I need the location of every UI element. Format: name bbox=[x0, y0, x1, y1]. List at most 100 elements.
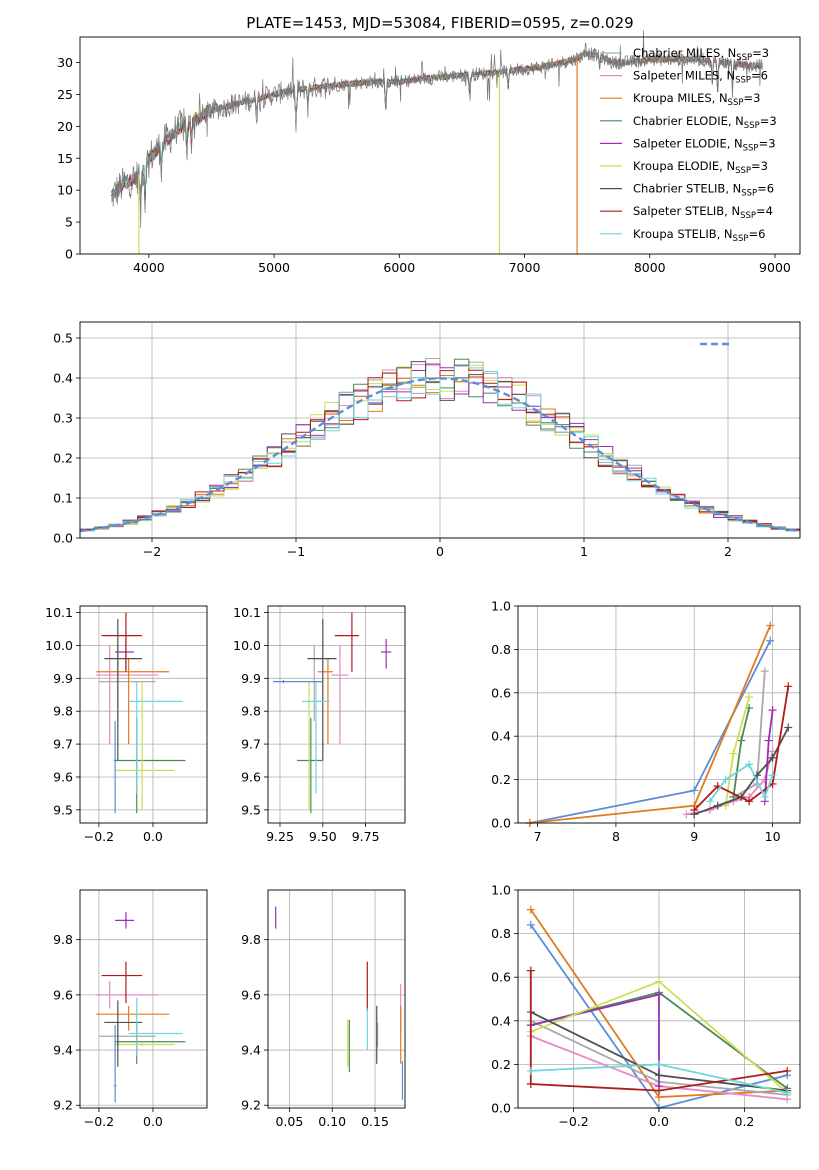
plot-frame bbox=[517, 605, 801, 824]
weight-marker bbox=[705, 797, 714, 806]
x-tick-label: 8000 bbox=[634, 260, 666, 275]
x-tick-label: 6000 bbox=[383, 260, 415, 275]
weight-marker bbox=[760, 775, 769, 784]
x-tick-label: 7 bbox=[534, 829, 542, 844]
weight-line bbox=[693, 686, 790, 811]
x-tick-label: 2 bbox=[724, 544, 732, 559]
weight-line bbox=[693, 727, 790, 816]
legend-label: Kroupa STELIB, NSSP=6 bbox=[633, 227, 765, 244]
y-tick-label: 0.8 bbox=[491, 926, 511, 941]
weight-marker bbox=[690, 786, 699, 795]
y-tick-label: 9.9 bbox=[241, 671, 261, 686]
weight-marker bbox=[655, 1060, 663, 1069]
weight-marker bbox=[766, 636, 775, 645]
x-tick-label: 0.05 bbox=[275, 1114, 303, 1129]
y-tick-label: 9.8 bbox=[241, 932, 261, 947]
y-tick-label: 10.0 bbox=[233, 638, 261, 653]
x-tick-label: 9 bbox=[690, 829, 698, 844]
y-tick-label: 0.0 bbox=[491, 1101, 511, 1116]
x-tick-label: 9000 bbox=[759, 260, 791, 275]
y-tick-label: 0.4 bbox=[53, 371, 73, 386]
weight-marker bbox=[768, 771, 777, 780]
weight-marker bbox=[764, 736, 773, 745]
y-tick-label: 9.8 bbox=[53, 704, 73, 719]
weight-marker bbox=[729, 749, 738, 758]
y-tick-label: 0.6 bbox=[491, 970, 511, 985]
weight-marker bbox=[760, 667, 769, 676]
x-tick-label: 4000 bbox=[133, 260, 165, 275]
y-tick-label: 0.2 bbox=[53, 451, 73, 466]
weight-marker bbox=[783, 1088, 792, 1097]
y-tick-label: 0.3 bbox=[53, 411, 73, 426]
y-tick-label: 0.0 bbox=[53, 531, 73, 546]
plot-frame bbox=[79, 321, 801, 539]
weight-marker bbox=[526, 966, 535, 975]
y-tick-label: 9.7 bbox=[53, 737, 73, 752]
plot-frame bbox=[79, 889, 208, 1109]
y-tick-label: 15 bbox=[57, 151, 73, 166]
x-tick-label: 7000 bbox=[509, 260, 541, 275]
weight-marker bbox=[745, 797, 754, 806]
legend-label: Salpeter MILES, NSSP=6 bbox=[633, 69, 768, 86]
y-tick-label: 0.8 bbox=[491, 642, 511, 657]
plot-frame bbox=[79, 36, 801, 255]
observed-spectrum bbox=[111, 30, 763, 228]
y-tick-label: 0.2 bbox=[491, 772, 511, 787]
weight-marker bbox=[766, 621, 775, 630]
x-tick-label: −0.2 bbox=[84, 829, 114, 844]
weight-marker bbox=[655, 990, 663, 999]
x-tick-label: 9.25 bbox=[266, 829, 294, 844]
x-tick-label: 0.15 bbox=[361, 1114, 389, 1129]
weight-marker bbox=[768, 706, 777, 715]
y-tick-label: 25 bbox=[57, 87, 73, 102]
weight-marker bbox=[682, 810, 691, 819]
histogram-series bbox=[79, 365, 801, 538]
y-tick-label: 9.4 bbox=[53, 1043, 73, 1058]
plot-frame bbox=[517, 889, 801, 1109]
y-tick-label: 0.5 bbox=[53, 331, 73, 346]
y-tick-label: 0.1 bbox=[53, 491, 73, 506]
y-tick-label: 9.5 bbox=[241, 802, 261, 817]
y-tick-label: 10.1 bbox=[233, 605, 261, 620]
y-tick-label: 30 bbox=[57, 55, 73, 70]
weight-marker bbox=[655, 1071, 663, 1080]
data-layer bbox=[79, 30, 801, 1112]
x-tick-label: 0.2 bbox=[735, 1114, 755, 1129]
weight-marker bbox=[655, 977, 663, 986]
y-tick-label: 20 bbox=[57, 119, 73, 134]
y-tick-label: 10 bbox=[57, 183, 73, 198]
y-tick-label: 0.2 bbox=[491, 1057, 511, 1072]
y-tick-label: 9.8 bbox=[241, 704, 261, 719]
y-tick-label: 10.0 bbox=[45, 638, 73, 653]
y-tick-label: 0 bbox=[65, 247, 73, 262]
x-tick-label: 5000 bbox=[258, 260, 290, 275]
legend-label: Chabrier STELIB, NSSP=6 bbox=[633, 182, 774, 199]
x-tick-label: 0.0 bbox=[649, 1114, 669, 1129]
weight-line bbox=[529, 970, 788, 1092]
x-tick-label: 9.50 bbox=[309, 829, 337, 844]
y-tick-label: 10.1 bbox=[45, 605, 73, 620]
weight-marker bbox=[783, 1066, 792, 1075]
weight-marker bbox=[655, 1086, 663, 1095]
x-tick-label: −2 bbox=[143, 544, 161, 559]
x-tick-label: 0.0 bbox=[143, 1114, 163, 1129]
weight-marker bbox=[690, 805, 699, 814]
grid-layer bbox=[80, 322, 800, 1109]
weight-marker bbox=[760, 792, 769, 801]
y-tick-label: 1.0 bbox=[491, 883, 511, 898]
y-tick-label: 9.9 bbox=[53, 671, 73, 686]
y-tick-label: 0.0 bbox=[491, 816, 511, 831]
y-tick-label: 5 bbox=[65, 215, 73, 230]
legend-label: Kroupa ELODIE, NSSP=3 bbox=[633, 159, 768, 176]
figure-title: PLATE=1453, MJD=53084, FIBERID=0595, z=0… bbox=[246, 14, 633, 32]
gaussian-curve bbox=[79, 377, 801, 533]
weight-marker bbox=[526, 905, 535, 914]
x-tick-label: −1 bbox=[287, 544, 305, 559]
x-tick-label: −0.2 bbox=[84, 1114, 114, 1129]
y-tick-label: 9.2 bbox=[53, 1098, 73, 1113]
legend-label: Salpeter STELIB, NSSP=4 bbox=[633, 204, 773, 221]
weight-marker bbox=[784, 723, 793, 732]
y-tick-label: 9.6 bbox=[53, 769, 73, 784]
weight-marker bbox=[713, 801, 722, 810]
